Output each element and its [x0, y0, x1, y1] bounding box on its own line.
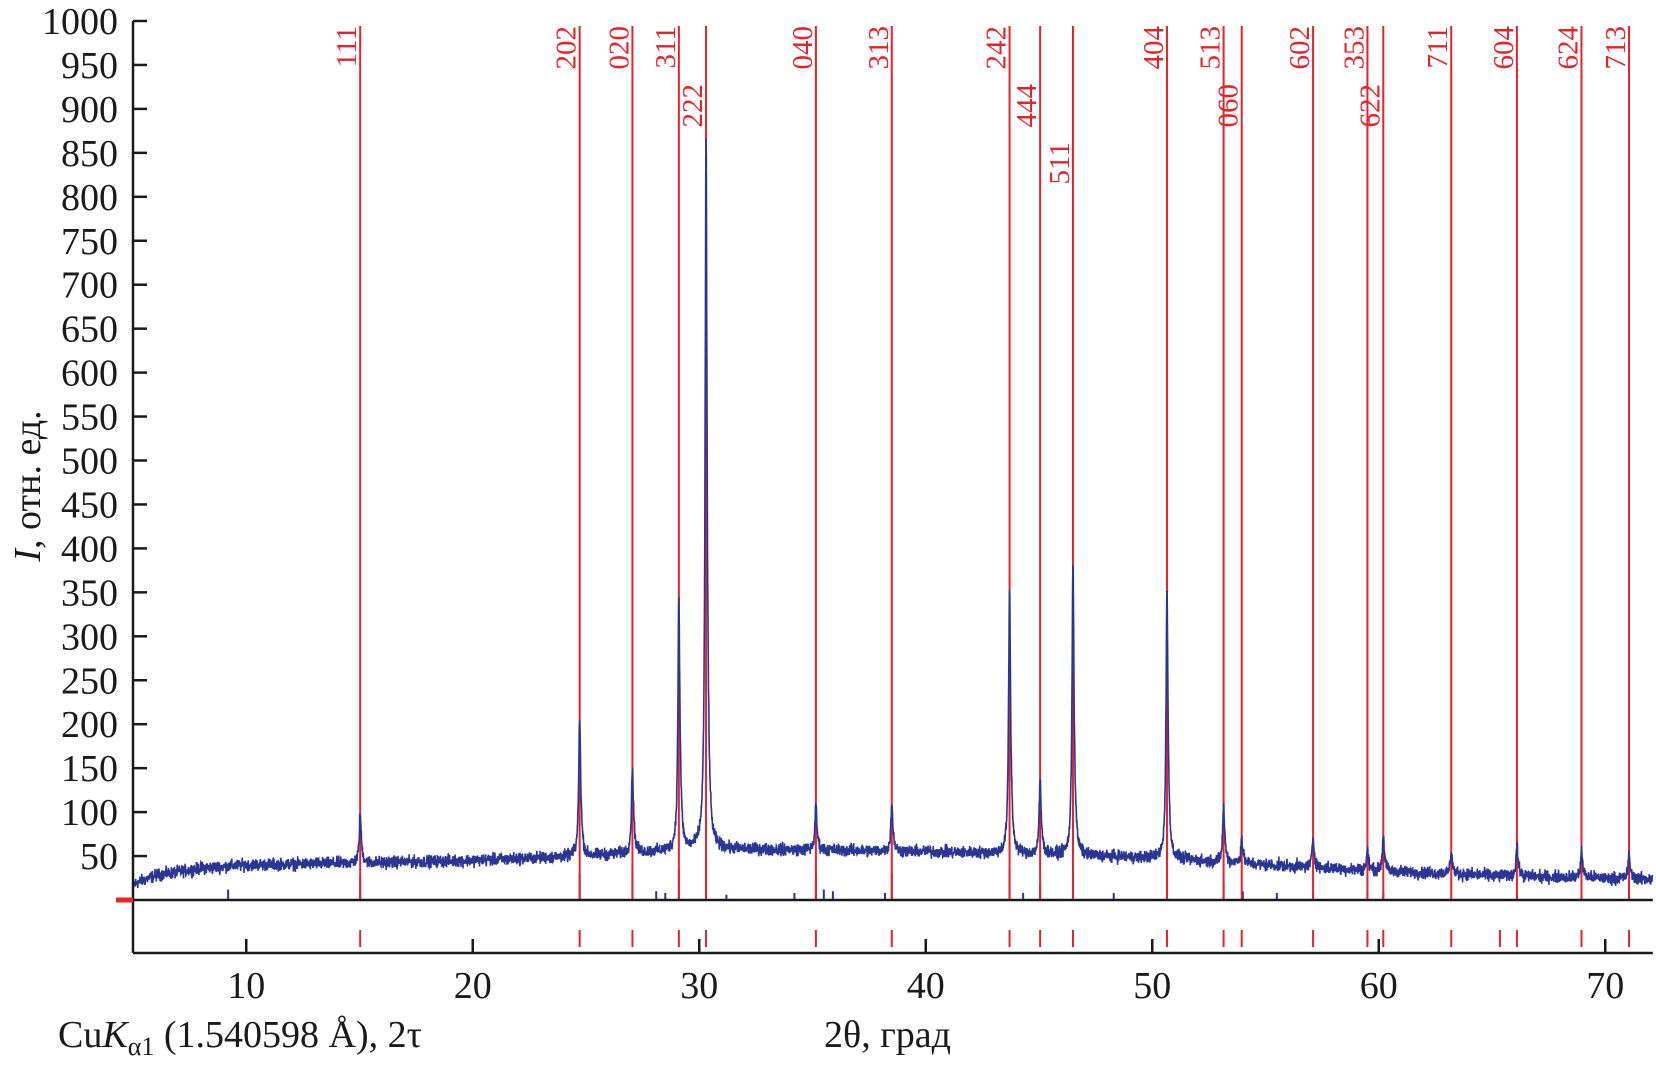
hkl-label: 060 — [1213, 84, 1245, 128]
y-tick-label: 350 — [61, 572, 118, 614]
hkl-label: 713 — [1600, 26, 1632, 70]
y-tick-label: 50 — [80, 836, 118, 878]
y-tick-label: 850 — [61, 133, 118, 175]
x-tick-label: 40 — [907, 965, 945, 1007]
zero-marker — [116, 897, 133, 903]
x-tick-label: 50 — [1133, 965, 1171, 1007]
y-tick-label: 300 — [61, 616, 118, 658]
radiation-wavelength: (1.540598 Å), 2τ — [154, 1014, 422, 1056]
y-tick-label: 800 — [61, 177, 118, 219]
hkl-label: 604 — [1488, 26, 1520, 70]
y-tick-label: 500 — [61, 441, 118, 483]
hkl-label: 353 — [1338, 26, 1370, 70]
hkl-label: 444 — [1011, 84, 1043, 128]
hkl-label: 311 — [650, 26, 682, 68]
y-tick-label: 700 — [61, 265, 118, 307]
hkl-label: 711 — [1422, 26, 1454, 68]
y-tick-label: 450 — [61, 484, 118, 526]
x-tick-label: 70 — [1586, 965, 1624, 1007]
hkl-label: 602 — [1284, 26, 1316, 70]
radiation-line-k: K — [101, 1014, 129, 1056]
hkl-label: 040 — [787, 26, 819, 70]
y-tick-label: 900 — [61, 89, 118, 131]
y-tick-label: 950 — [61, 45, 118, 87]
radiation-line-subscript: α1 — [128, 1032, 155, 1061]
hkl-label: 313 — [863, 26, 895, 70]
hkl-label: 513 — [1195, 26, 1227, 70]
x-tick-label: 20 — [454, 965, 492, 1007]
hkl-label: 111 — [331, 26, 363, 67]
hkl-label: 202 — [551, 26, 583, 70]
y-tick-label: 150 — [61, 748, 118, 790]
x-tick-label: 30 — [680, 965, 718, 1007]
y-axis-title: I, отн. ед. — [7, 410, 49, 562]
y-tick-label: 100 — [61, 792, 118, 834]
y-tick-label: 1000 — [42, 1, 118, 43]
diffraction-pattern-line — [132, 138, 1654, 889]
hkl-label: 242 — [981, 26, 1013, 70]
y-tick-label: 650 — [61, 309, 118, 351]
hkl-label: 222 — [677, 84, 709, 128]
y-tick-label: 750 — [61, 221, 118, 263]
x-axis-title: 2θ, град — [824, 1014, 951, 1056]
hkl-label: 622 — [1354, 84, 1386, 128]
axes: 5010015020025030035040045050055060065070… — [42, 1, 1653, 1007]
hkl-label: 624 — [1552, 26, 1584, 70]
hkl-label: 020 — [603, 26, 635, 70]
hkl-label: 511 — [1044, 142, 1076, 184]
radiation-element: Cu — [58, 1014, 102, 1056]
y-tick-label: 400 — [61, 528, 118, 570]
y-tick-label: 250 — [61, 660, 118, 702]
y-axis-units: , отн. ед. — [7, 410, 49, 549]
x-tick-label: 60 — [1360, 965, 1398, 1007]
x-tick-label: 10 — [227, 965, 265, 1007]
y-tick-label: 200 — [61, 704, 118, 746]
y-tick-label: 550 — [61, 397, 118, 439]
hkl-label: 404 — [1138, 26, 1170, 70]
y-axis-symbol: I — [7, 547, 49, 563]
reference-sticks — [227, 860, 1631, 900]
y-tick-label: 600 — [61, 353, 118, 395]
radiation-label: CuKα1 (1.540598 Å), 2τ — [58, 1014, 422, 1061]
